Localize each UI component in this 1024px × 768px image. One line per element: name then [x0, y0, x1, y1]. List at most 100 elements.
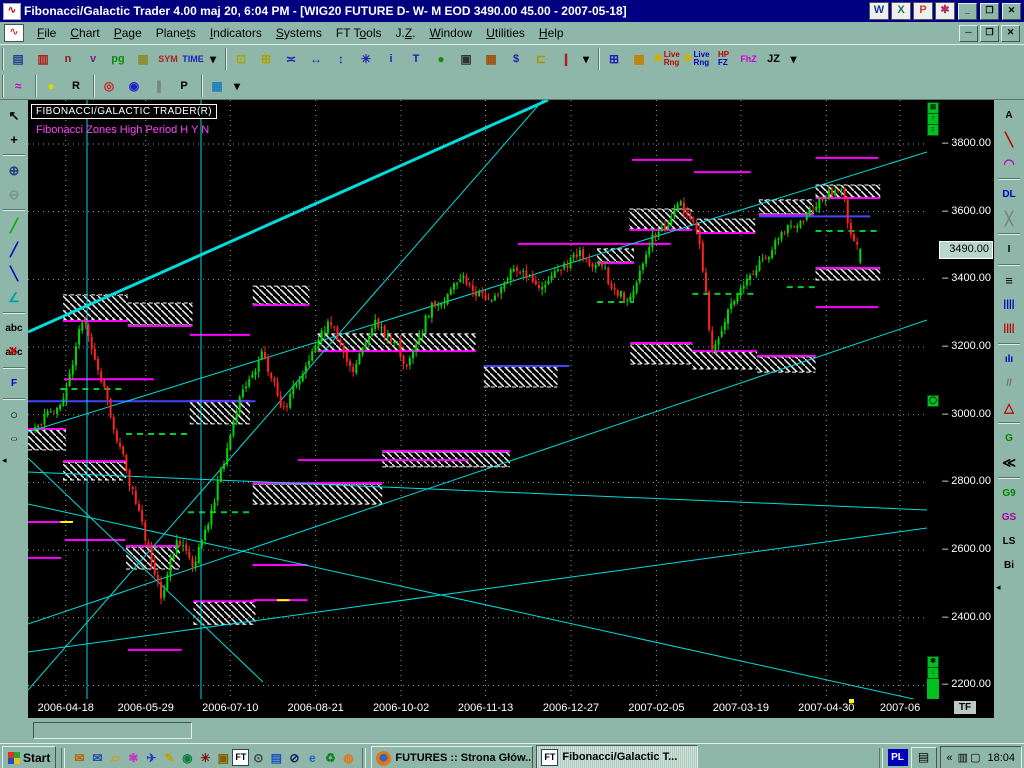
text-label-icon[interactable]: abc	[2, 317, 26, 340]
symbol-icon[interactable]: SYM	[156, 48, 180, 70]
triangle-tool-icon[interactable]: △	[997, 396, 1021, 419]
color-grid-icon[interactable]: ▦	[627, 48, 651, 70]
expand-bars-icon[interactable]: ↔	[304, 48, 328, 70]
trend-pencil-icon[interactable]: ╲	[997, 128, 1021, 151]
retrograde-icon[interactable]: P	[172, 75, 196, 97]
chart-area[interactable]: FIBONACCI/GALACTIC TRADER(R) Fibonacci Z…	[28, 100, 927, 699]
gann-levels-icon[interactable]: G	[997, 427, 1021, 450]
firefox-icon[interactable]: ◍	[343, 750, 354, 765]
info-line-icon[interactable]: I	[997, 238, 1021, 261]
live-range-blue-icon[interactable]: ⚑ Live Rng	[682, 48, 711, 70]
ls-icon[interactable]: LS	[997, 530, 1021, 553]
ruler-icon[interactable]: ⊏	[529, 48, 553, 70]
fhz-icon[interactable]: FhZ	[737, 48, 761, 70]
tray-status-icon-0[interactable]: ▥	[957, 752, 969, 764]
minimize-button[interactable]: _	[958, 2, 977, 20]
menu-file[interactable]: File	[37, 26, 57, 40]
chart-vertical-scrollbar[interactable]: ⊠ ↑ ↕ ◯ ✱ ↓	[927, 100, 939, 699]
menu-j-z[interactable]: J.Z.	[395, 26, 416, 40]
data-calendar-icon[interactable]: ▦	[479, 48, 503, 70]
aspect-lines-icon[interactable]: ∥	[147, 75, 171, 97]
paint-icon[interactable]: ✎	[164, 750, 175, 765]
text-tool-icon[interactable]: T	[404, 48, 428, 70]
trend-line-down-icon[interactable]: ╲	[2, 262, 26, 285]
scale-v-icon[interactable]: v	[81, 48, 105, 70]
menu-help[interactable]: Help	[538, 26, 564, 40]
graphics-app-icon[interactable]: ✱	[935, 2, 955, 20]
bird-icon[interactable]: ✈	[146, 750, 157, 765]
planet-r-icon[interactable]: R	[64, 75, 88, 97]
horizontal-lines-icon[interactable]: ≡	[997, 269, 1021, 292]
vscroll-thumb[interactable]	[927, 679, 939, 699]
title-bar[interactable]: ∿ Fibonacci/Galactic Trader 4.00 maj 20,…	[0, 0, 1024, 22]
lefttools-scroll-arrow-icon[interactable]: ◂	[2, 455, 7, 465]
aspect-circle-icon[interactable]: ◉	[122, 75, 146, 97]
compress-bars-icon[interactable]: ≍	[279, 48, 303, 70]
restore-button[interactable]: ❐	[980, 2, 999, 20]
delete-line-icon[interactable]: ╳	[997, 207, 1021, 230]
info-icon[interactable]: i	[379, 48, 403, 70]
notes-icon[interactable]: ▤	[270, 750, 283, 765]
vscroll-bottom-button-1[interactable]: ↓	[927, 667, 939, 679]
scale-n-icon[interactable]: n	[56, 48, 80, 70]
new-window-icon[interactable]: ⊞	[254, 48, 278, 70]
gs-icon[interactable]: GS	[997, 506, 1021, 529]
ft-app-icon[interactable]: FT	[232, 748, 250, 766]
righttools-scroll-arrow-icon[interactable]: ◂	[996, 582, 1001, 592]
vscroll-top-button-0[interactable]: ⊠	[927, 102, 939, 114]
planet-line-icon[interactable]: ●	[39, 75, 63, 97]
dollar-icon[interactable]: $	[504, 48, 528, 70]
flip-chart-icon[interactable]: ↕	[329, 48, 353, 70]
menu-ft-tools[interactable]: FT Tools	[335, 26, 382, 40]
menu-utilities[interactable]: Utilities	[486, 26, 525, 40]
grid-caret-icon[interactable]: ▾	[230, 75, 244, 97]
vscroll-top-button-2[interactable]: ↕	[927, 124, 939, 136]
pointer-icon[interactable]: ↖	[2, 104, 26, 127]
menu-window[interactable]: Window	[429, 26, 473, 40]
histogram-icon[interactable]: ılı	[997, 348, 1021, 371]
powerpoint-icon[interactable]: P	[913, 2, 933, 20]
more-tools-caret-icon[interactable]: ▾	[206, 48, 220, 70]
candlestick-chart[interactable]	[28, 100, 927, 699]
horizontal-scrollbar-track[interactable]	[33, 722, 192, 739]
spider-icon[interactable]: ✳	[200, 750, 211, 765]
fan-lines-icon[interactable]: ≪	[997, 451, 1021, 474]
language-indicator[interactable]: PL	[887, 749, 908, 766]
word-icon[interactable]: W	[869, 2, 889, 20]
zoom-out-icon[interactable]: ⊖	[2, 183, 26, 206]
folder-icon[interactable]: ▱	[110, 750, 120, 765]
tray-collapse-icon[interactable]: «	[946, 751, 953, 764]
timeframe-badge[interactable]: TF	[954, 701, 976, 714]
zoom-in-icon[interactable]: ⊕	[2, 159, 26, 182]
camera-icon[interactable]: ▣	[217, 750, 230, 765]
recycle-icon[interactable]: ♻	[324, 750, 336, 765]
vertical-lines-blue-icon[interactable]: ||||	[997, 293, 1021, 316]
hp-fz-icon[interactable]: HP FZ	[712, 48, 736, 70]
candle-caret-icon[interactable]: ▾	[579, 48, 593, 70]
angle-tool-icon[interactable]: ∠	[2, 286, 26, 309]
chart-windows-icon[interactable]: ⊞	[602, 48, 626, 70]
dl-tool-icon[interactable]: DL	[997, 183, 1021, 206]
globe-icon[interactable]: ◉	[182, 750, 193, 765]
ellipse-tool-icon[interactable]: ○	[2, 427, 26, 450]
crosshair-icon[interactable]: +	[2, 128, 26, 151]
vscroll-middle-button[interactable]: ◯	[927, 395, 939, 407]
open-chart-icon[interactable]: ▥	[31, 48, 55, 70]
clock-icon[interactable]: ⊙	[253, 750, 264, 765]
cascade-windows-icon[interactable]: ⊡	[229, 48, 253, 70]
angles-a-icon[interactable]: A	[997, 104, 1021, 127]
time-icon[interactable]: TIME	[181, 48, 205, 70]
candle-style-icon[interactable]: ❙	[554, 48, 578, 70]
asterisk-icon[interactable]: ✳	[354, 48, 378, 70]
keyboard-icon[interactable]: ▤	[910, 746, 937, 768]
print-icon[interactable]: ▣	[454, 48, 478, 70]
bi-icon[interactable]: Bi	[997, 554, 1021, 577]
jz-icon[interactable]: JZ	[762, 48, 786, 70]
mdi-close-button[interactable]: ✕	[1001, 24, 1020, 42]
start-button[interactable]: Start	[2, 745, 57, 768]
mdi-restore-button[interactable]: ❐	[980, 24, 999, 42]
biorhythm-icon[interactable]: ≈	[6, 75, 30, 97]
quote-grid-icon[interactable]: ▦	[131, 48, 155, 70]
grid-style-icon[interactable]: ▦	[205, 75, 229, 97]
jz-caret-icon[interactable]: ▾	[787, 48, 801, 70]
